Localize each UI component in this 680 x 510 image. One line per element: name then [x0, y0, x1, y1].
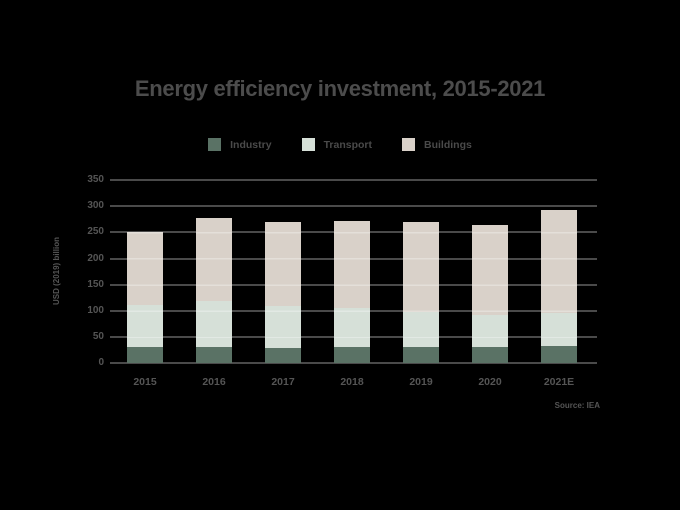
bar-column — [196, 217, 232, 364]
x-tick-label: 2016 — [202, 376, 226, 388]
bar-segment-industry — [127, 346, 163, 364]
legend-swatch-icon — [208, 138, 222, 151]
gridline — [110, 179, 597, 181]
source-note: Source: IEA — [554, 401, 600, 410]
legend-label: Transport — [323, 138, 372, 151]
bar-segment-transport — [265, 306, 301, 348]
y-tick-label: 150 — [87, 278, 104, 290]
bar-segment-industry — [403, 346, 439, 364]
x-tick-label: 2020 — [478, 376, 502, 388]
bar-segment-transport — [403, 312, 439, 347]
bar-column — [334, 220, 370, 364]
x-tick-label: 2017 — [271, 376, 295, 388]
legend-label: Industry — [230, 138, 272, 151]
x-tick-label: 2021E — [543, 376, 575, 388]
bar-gridline-overlay — [541, 209, 577, 364]
y-tick-label: 350 — [87, 174, 104, 185]
legend-label: Buildings — [424, 138, 472, 151]
bar-segment-buildings — [127, 232, 163, 306]
legend-item: Transport — [301, 138, 372, 151]
bar-column — [127, 232, 163, 364]
bar-segment-transport — [472, 314, 508, 347]
bar-column — [472, 224, 508, 364]
bar-gridline-overlay — [472, 224, 508, 364]
bar-segment-buildings — [403, 222, 439, 313]
y-tick-label: 0 — [98, 357, 104, 369]
legend-swatch-icon — [402, 138, 415, 151]
bar-segment-transport — [127, 305, 163, 347]
legend-item: Buildings — [402, 138, 472, 151]
legend-swatch-icon — [301, 138, 315, 151]
y-tick-label: 200 — [87, 252, 104, 264]
gridline — [110, 362, 597, 365]
bar-segment-transport — [334, 307, 370, 347]
bar-segment-industry — [265, 347, 301, 364]
x-tick-label: 2015 — [133, 376, 157, 388]
bar-segment-industry — [541, 346, 577, 364]
bar-gridline-overlay — [403, 222, 439, 364]
bar-column — [403, 222, 439, 364]
bar-segment-buildings — [472, 224, 508, 315]
y-axis-title: USD (2019) billion — [52, 237, 61, 306]
bar-segment-buildings — [541, 209, 577, 314]
bar-segment-transport — [196, 301, 232, 348]
bar-column — [265, 221, 301, 364]
chart-title: Energy efficiency investment, 2015-2021 — [134, 76, 546, 101]
bar-segment-industry — [196, 347, 232, 364]
bar-segment-industry — [334, 346, 370, 364]
y-tick-label: 100 — [87, 305, 104, 316]
bar-segment-buildings — [265, 221, 301, 307]
bar-segment-buildings — [196, 217, 232, 302]
bar-gridline-overlay — [265, 221, 301, 364]
gridline — [110, 205, 597, 208]
legend: Industry Transport Buildings — [0, 138, 680, 151]
y-tick-label: 300 — [87, 200, 104, 212]
y-tick-label: 50 — [92, 331, 104, 343]
bar-segment-industry — [472, 346, 508, 364]
bar-column — [541, 209, 577, 364]
bar-segment-transport — [541, 313, 577, 347]
x-tick-label: 2019 — [409, 376, 433, 388]
x-tick-label: 2018 — [340, 376, 364, 388]
bar-gridline-overlay — [196, 217, 232, 364]
bar-gridline-overlay — [127, 232, 163, 364]
y-tick-label: 250 — [87, 226, 104, 238]
bar-gridline-overlay — [334, 220, 370, 364]
bar-segment-buildings — [334, 220, 370, 308]
legend-item: Industry — [208, 138, 272, 151]
